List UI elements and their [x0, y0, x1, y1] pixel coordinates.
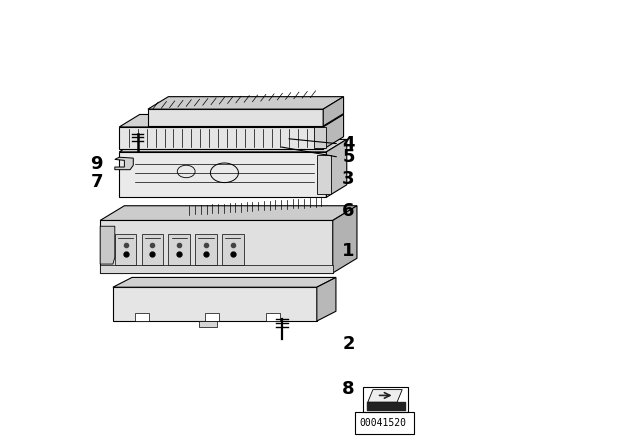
Polygon shape: [205, 313, 220, 321]
Text: 5: 5: [342, 148, 355, 166]
Text: 2: 2: [342, 335, 355, 353]
Polygon shape: [148, 97, 344, 109]
Polygon shape: [100, 220, 333, 273]
Polygon shape: [333, 206, 357, 273]
Polygon shape: [326, 139, 347, 197]
Polygon shape: [115, 157, 133, 170]
Text: 8: 8: [342, 380, 355, 398]
Polygon shape: [100, 226, 115, 264]
Polygon shape: [168, 234, 190, 265]
Polygon shape: [323, 97, 344, 126]
Text: 00041520: 00041520: [359, 418, 406, 428]
Polygon shape: [148, 109, 323, 126]
Polygon shape: [222, 234, 244, 265]
Polygon shape: [115, 234, 136, 265]
Text: 4: 4: [342, 135, 355, 153]
Polygon shape: [119, 152, 326, 197]
Polygon shape: [113, 277, 336, 287]
Polygon shape: [368, 390, 402, 402]
Text: 7: 7: [91, 172, 103, 191]
Polygon shape: [266, 313, 280, 321]
Text: 9: 9: [91, 155, 103, 173]
Polygon shape: [141, 234, 163, 265]
Polygon shape: [195, 234, 217, 265]
Text: 6: 6: [342, 202, 355, 220]
Text: 1: 1: [342, 242, 355, 260]
Polygon shape: [317, 155, 332, 194]
Text: 3: 3: [342, 171, 355, 189]
Polygon shape: [113, 287, 317, 321]
Polygon shape: [323, 115, 344, 149]
Polygon shape: [119, 127, 323, 149]
Polygon shape: [100, 265, 333, 273]
Polygon shape: [317, 277, 336, 321]
Polygon shape: [100, 206, 357, 220]
Polygon shape: [119, 115, 344, 127]
Polygon shape: [314, 127, 326, 148]
Polygon shape: [119, 139, 347, 152]
Polygon shape: [199, 321, 217, 327]
Polygon shape: [135, 313, 149, 321]
